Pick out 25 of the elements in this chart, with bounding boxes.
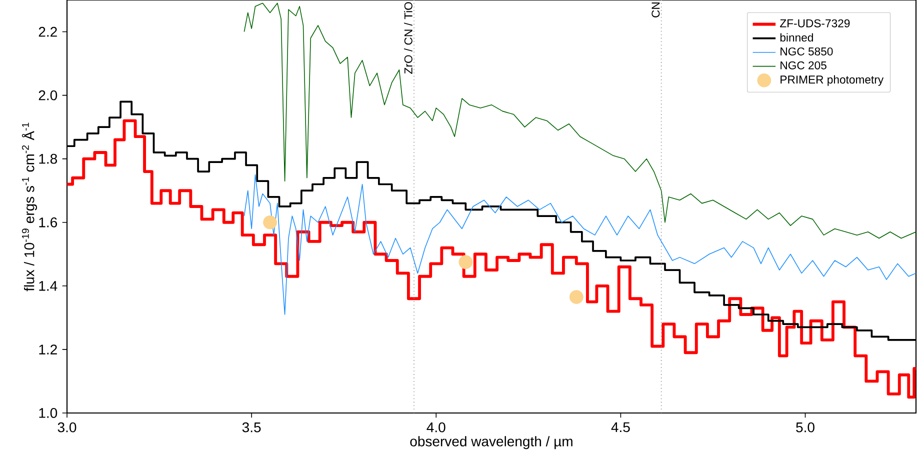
point	[263, 215, 277, 230]
point	[569, 290, 584, 304]
y-tick-label: 1.4	[39, 281, 58, 291]
ref-line-label: ZrO / CN / TiO	[404, 2, 412, 74]
x-axis-title: observed wavelength / µm	[410, 436, 572, 450]
legend-label: ZF-UDS-7329	[780, 19, 850, 28]
legend-label: NGC 5850	[780, 47, 833, 56]
legend-label: NGC 205	[780, 61, 826, 70]
ref-line-label: CN	[652, 2, 660, 18]
y-tick-label: 1.8	[39, 154, 58, 164]
y-tick-label: 2.2	[38, 26, 57, 37]
y-tick-label: 1.2	[39, 344, 57, 354]
y-tick-label: 2.0	[38, 90, 58, 100]
x-tick-label: 4.5	[611, 422, 630, 432]
y-tick-label: 1.6	[39, 217, 58, 228]
x-tick-label: 5.0	[796, 422, 814, 432]
x-tick-label: 3.5	[242, 422, 261, 432]
x-tick-label: 3.0	[58, 422, 76, 432]
x-tick-label: 4.0	[426, 422, 446, 432]
y-axis-title: flux / 10$^{-19}$ ergs s$^{-1}$ cm$^{-2}$ Å$^{-1}$	[22, 122, 38, 292]
point	[458, 255, 473, 270]
legend-label: binned	[780, 33, 813, 42]
legend-label: PRIMER photometry	[780, 75, 884, 86]
y-tick-label: 1.0	[39, 408, 58, 418]
line-series	[244, 2, 916, 239]
